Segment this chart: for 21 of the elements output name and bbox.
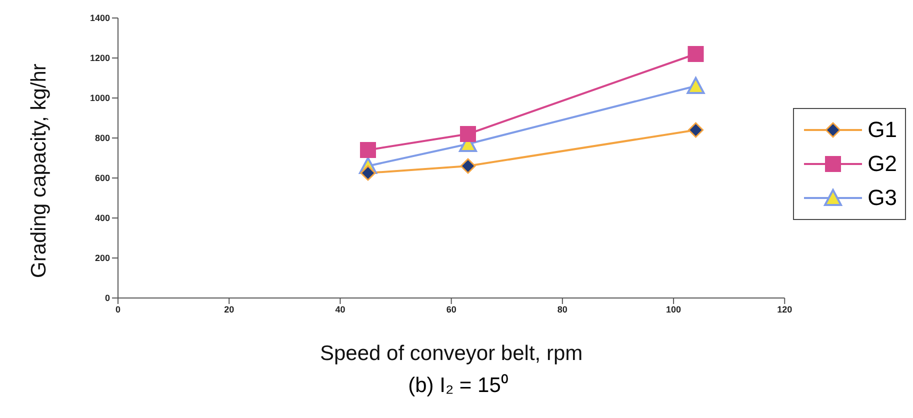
x-tick-label: 20 bbox=[224, 304, 234, 314]
x-tick-label: 80 bbox=[557, 304, 568, 314]
y-axis-title: Grading capacity, kg/hr bbox=[27, 64, 50, 278]
x-tick-label: 100 bbox=[666, 304, 682, 314]
y-tick-label: 1000 bbox=[90, 93, 110, 104]
y-tick-label: 200 bbox=[94, 253, 110, 264]
y-tick-label: 0 bbox=[104, 293, 110, 304]
x-tick-label: 120 bbox=[777, 304, 792, 314]
y-tick-label: 600 bbox=[94, 173, 110, 184]
legend-label: G3 bbox=[868, 185, 897, 211]
x-axis-title: Speed of conveyor belt, rpm bbox=[320, 342, 583, 365]
y-tick-label: 1400 bbox=[90, 13, 110, 24]
y-tick-label: 800 bbox=[94, 133, 110, 144]
x-tick-label: 40 bbox=[335, 304, 346, 314]
y-tick-label: 1200 bbox=[90, 53, 110, 64]
text: (b) I₂ = 15⁰ bbox=[407, 373, 509, 398]
legend-label: G1 bbox=[868, 117, 897, 143]
legend-label: G2 bbox=[868, 151, 897, 177]
x-tick-label: 60 bbox=[446, 304, 456, 314]
x-tick-label: 0 bbox=[115, 304, 121, 314]
y-tick-label: 400 bbox=[94, 213, 110, 224]
